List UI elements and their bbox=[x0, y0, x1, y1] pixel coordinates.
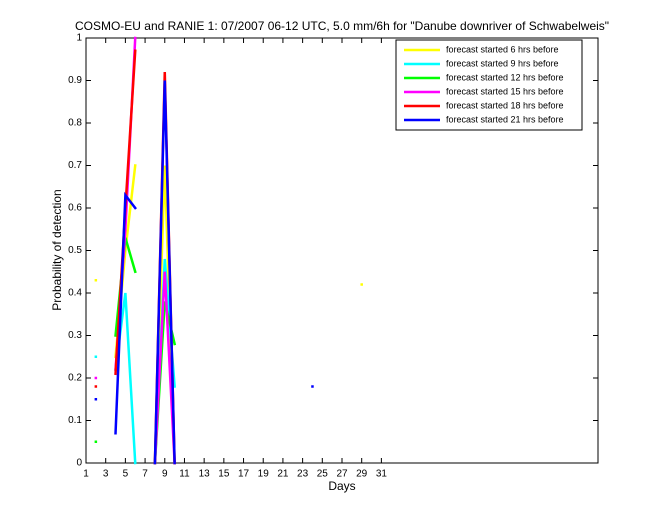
y-tick-label: 0.4 bbox=[68, 288, 82, 299]
series-line bbox=[94, 80, 314, 465]
legend-label: forecast started 6 hrs before bbox=[446, 44, 559, 54]
y-axis-label: Probability of detection bbox=[50, 189, 64, 310]
x-tick-label: 11 bbox=[179, 469, 190, 480]
legend-label: forecast started 15 hrs before bbox=[446, 86, 564, 96]
y-tick-label: 1 bbox=[76, 33, 82, 44]
y-tick-label: 0 bbox=[76, 458, 82, 469]
legend-label: forecast started 12 hrs before bbox=[446, 72, 564, 82]
series-line bbox=[94, 164, 363, 465]
y-tick-label: 0.7 bbox=[68, 160, 82, 171]
x-tick-label: 23 bbox=[297, 469, 309, 480]
x-tick-label: 27 bbox=[336, 469, 348, 480]
legend-box bbox=[395, 39, 583, 131]
x-tick-label: 31 bbox=[376, 469, 388, 480]
y-tick-label: 0.6 bbox=[68, 203, 82, 214]
x-tick-label: 25 bbox=[317, 469, 329, 480]
y-tick-label: 0.5 bbox=[68, 245, 82, 256]
x-tick-label: 1 bbox=[83, 469, 89, 480]
y-tick-label: 0.3 bbox=[68, 330, 82, 341]
x-tick-label: 3 bbox=[103, 469, 109, 480]
x-axis-label: Days bbox=[328, 479, 355, 493]
x-tick-label: 9 bbox=[162, 469, 168, 480]
chart-title: COSMO-EU and RANIE 1: 07/2007 06-12 UTC,… bbox=[75, 19, 609, 33]
legend-label: forecast started 18 hrs before bbox=[446, 100, 564, 110]
y-tick-label: 0.8 bbox=[68, 118, 82, 129]
y-tick-label: 0.1 bbox=[68, 415, 82, 426]
y-tick-label: 0.9 bbox=[68, 75, 82, 86]
x-tick-label: 15 bbox=[218, 469, 230, 480]
x-tick-label: 7 bbox=[142, 469, 148, 480]
x-tick-label: 13 bbox=[199, 469, 211, 480]
legend-label: forecast started 9 hrs before bbox=[446, 58, 559, 68]
x-tick-label: 5 bbox=[123, 469, 129, 480]
x-tick-label: 17 bbox=[238, 469, 250, 480]
x-tick-label: 19 bbox=[258, 469, 270, 480]
x-tick-label: 21 bbox=[277, 469, 289, 480]
legend: forecast started 6 hrs before forecast st… bbox=[395, 39, 583, 131]
legend-label: forecast started 21 hrs before bbox=[446, 114, 564, 124]
y-tick-label: 0.2 bbox=[68, 373, 82, 384]
x-tick-label: 29 bbox=[356, 469, 368, 480]
